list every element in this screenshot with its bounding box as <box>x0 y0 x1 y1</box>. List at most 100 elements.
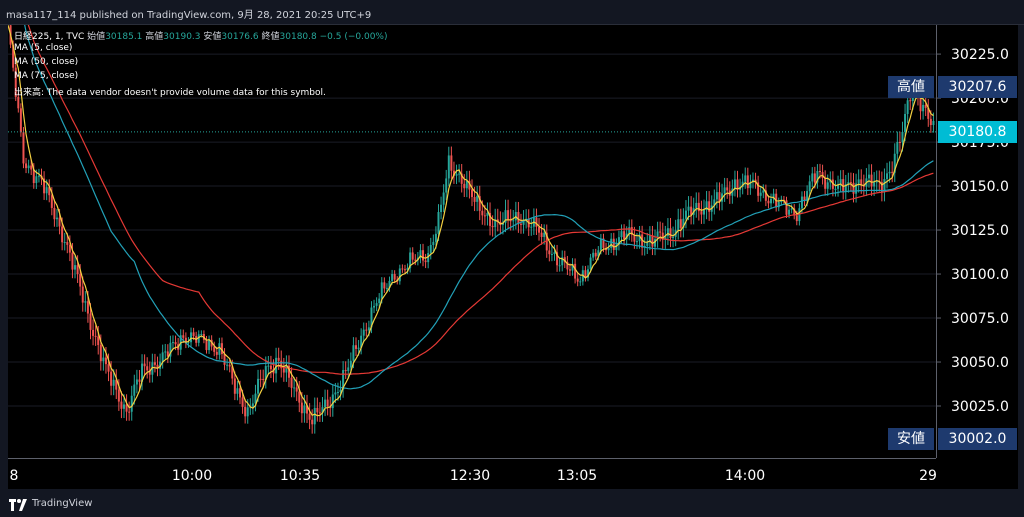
candle-body <box>483 215 486 217</box>
top-bar: masa117_114 published on TradingView.com… <box>0 0 1024 25</box>
candle-body <box>893 153 896 173</box>
time-label-1035: 10:35 <box>279 468 321 484</box>
candle-body <box>220 343 223 355</box>
candle-body <box>321 407 324 413</box>
time-axis[interactable]: 8 10:00 10:35 12:30 13:05 14:00 29 <box>8 458 937 490</box>
legend-ma5[interactable]: MA (5, close) <box>14 43 73 53</box>
candle-body <box>123 404 125 409</box>
candle-body <box>120 401 123 409</box>
candle-body <box>81 286 84 303</box>
candle-body <box>584 270 587 278</box>
candle-body <box>849 182 852 184</box>
candle-body <box>135 379 138 385</box>
candle-body <box>538 226 541 233</box>
price-scale[interactable]: 30225.0 30200.0 30175.0 30150.0 30125.0 30100… <box>936 25 1019 458</box>
candle-body <box>63 242 66 244</box>
candle-body <box>117 389 120 402</box>
candle-body <box>447 155 450 179</box>
candle-body <box>76 265 79 275</box>
chart-frame[interactable]: 日経225, 1, TVC 始値30185.1 高値30190.3 安値3017… <box>8 25 1018 489</box>
candle-body <box>94 335 97 337</box>
last-price-badge: 30180.8 <box>938 121 1017 143</box>
legend-volume-note: The data vendor doesn't provide volume d… <box>46 88 326 98</box>
candle-body <box>519 223 522 225</box>
candle-body <box>886 173 889 180</box>
candle-body <box>790 208 793 210</box>
candle-body <box>437 212 440 234</box>
candle-body <box>563 257 566 263</box>
candle-body <box>130 395 133 412</box>
candle-body <box>424 260 427 263</box>
candle-body <box>924 104 927 108</box>
candle-body <box>906 100 909 114</box>
tradingview-logo-icon[interactable] <box>8 498 28 512</box>
candle-body <box>901 131 904 143</box>
candle-body <box>867 174 870 179</box>
candle-body <box>215 351 218 355</box>
candle-body <box>27 165 30 169</box>
candle-body <box>295 387 298 392</box>
candle-body <box>257 378 260 394</box>
candle-body <box>904 113 907 132</box>
candle-body <box>19 108 22 133</box>
tradingview-brand[interactable]: TradingView <box>32 498 93 509</box>
candle-body <box>174 342 177 345</box>
candle-body <box>153 362 156 365</box>
candle-body <box>512 220 515 222</box>
candle-body <box>927 107 930 119</box>
candle-body <box>610 238 613 248</box>
candle-body <box>772 193 775 199</box>
candle-body <box>445 178 448 193</box>
candle-body <box>190 332 193 343</box>
candle-body <box>844 184 847 192</box>
high-price-badge-value: 30207.6 <box>938 76 1017 98</box>
candle-body <box>239 388 241 398</box>
candle-body <box>406 268 409 270</box>
candle-body <box>262 378 265 380</box>
legend-volume[interactable]: 出来高: The data vendor doesn't provide vol… <box>14 85 326 98</box>
candle-body <box>326 399 329 407</box>
candle-body <box>97 336 100 346</box>
candle-body <box>110 371 113 386</box>
candle-body <box>107 364 110 372</box>
legend-open-label: 始値 <box>87 32 106 42</box>
legend-symbol: 日経225, 1, TVC <box>14 32 85 42</box>
candle-body <box>473 197 476 202</box>
candle-body <box>932 121 935 126</box>
price-chart-svg[interactable] <box>8 25 936 458</box>
candle-body <box>607 247 610 251</box>
candle-body <box>553 252 556 255</box>
candle-body <box>507 210 510 220</box>
candle-body <box>806 191 809 202</box>
candle-body <box>200 334 203 336</box>
legend-ma75[interactable]: MA (75, close) <box>14 71 79 81</box>
ma50-line <box>24 25 934 390</box>
candle-body <box>55 217 58 220</box>
legend-ma50[interactable]: MA (50, close) <box>14 57 79 67</box>
low-price-badge-label: 安値 <box>888 428 934 450</box>
time-label-1305: 13:05 <box>556 468 598 484</box>
candle-body <box>800 196 803 209</box>
candle-body <box>427 252 430 263</box>
candle-body <box>192 332 195 337</box>
candle-body <box>303 405 306 414</box>
low-price-badge-value: 30002.0 <box>938 428 1017 450</box>
candle-body <box>380 282 383 299</box>
candle-body <box>156 364 159 369</box>
candle-body <box>509 219 512 222</box>
plot-area[interactable]: 日経225, 1, TVC 始値30185.1 高値30190.3 安値3017… <box>8 25 936 458</box>
candle-body <box>71 252 74 270</box>
candle-body <box>43 178 46 194</box>
candle-body <box>615 244 618 250</box>
candle-body <box>79 274 82 287</box>
ma5-line <box>8 25 934 417</box>
candle-body <box>855 183 858 194</box>
candle-body <box>597 250 600 257</box>
candle-body <box>141 363 144 382</box>
candle-body <box>762 190 765 193</box>
candle-body <box>501 222 504 225</box>
candle-body <box>713 199 716 206</box>
candle-body <box>646 241 649 246</box>
candle-body <box>731 188 734 196</box>
candle-body <box>298 391 301 403</box>
